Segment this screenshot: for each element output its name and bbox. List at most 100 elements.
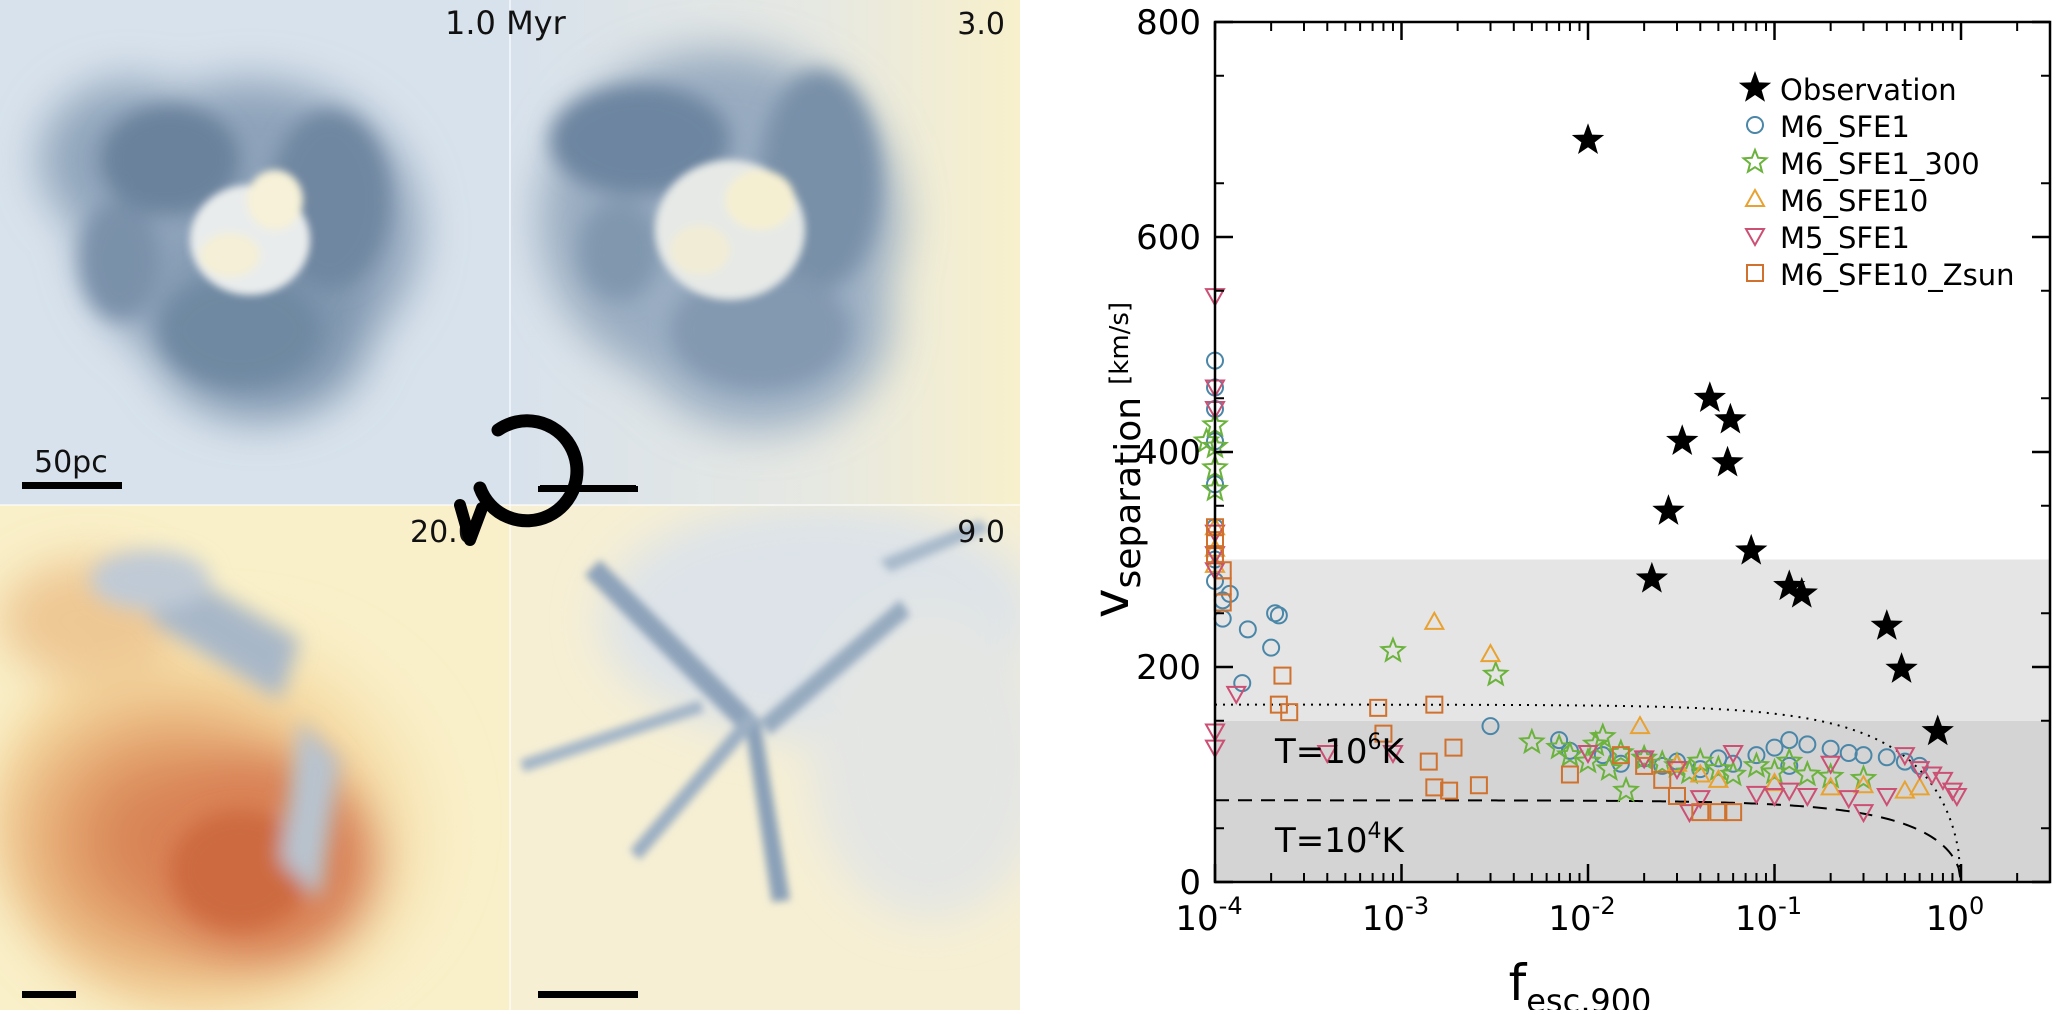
point-m5-sfe1-19 (1778, 782, 1800, 802)
snapshot-3myr (510, 0, 1020, 505)
shaded-band-1 (1215, 559, 2050, 721)
point-m6-sfe1-17 (1550, 731, 1569, 750)
point-m5-sfe1-17 (1745, 785, 1768, 805)
legend-label-observation: Observation (1780, 73, 1957, 107)
point-m6-sfe10-13 (1908, 776, 1931, 796)
time-label-9myr: 9.0 (957, 515, 1005, 550)
point-m5-sfe1-14 (1678, 804, 1701, 824)
point-m6-sfe1-11 (1238, 620, 1257, 639)
point-m6-sfe10-zsun-23 (1724, 803, 1743, 822)
point-observation-10 (1870, 609, 1903, 640)
point-m5-sfe1-15 (1689, 790, 1712, 810)
point-m6-sfe1-13 (1269, 606, 1288, 625)
simulation-snapshots: 1.0 Myr 3.0 20.0 9.0 50pc (0, 0, 1020, 1010)
point-m6-sfe1-300-17 (1648, 749, 1677, 776)
point-m6-sfe1-300-5 (1378, 636, 1407, 663)
axis-ticks: 0 200 400 600 800 10-4 10-3 10-2 10-1 100 (1136, 3, 2051, 939)
point-m5-sfe1-22 (1838, 790, 1860, 810)
point-m6-sfe10-8 (1707, 768, 1730, 788)
legend-marker-observation (1738, 71, 1772, 102)
point-m5-sfe1-21 (1819, 755, 1842, 775)
point-m6-sfe1-300-15 (1612, 775, 1641, 803)
point-m6-sfe10-zsun-21 (1691, 803, 1710, 822)
data-points (1192, 123, 1968, 824)
legend-marker-m5-sfe1 (1744, 228, 1766, 248)
point-m6-sfe1-30 (1798, 735, 1817, 754)
point-m6-sfe1-14 (1262, 638, 1281, 657)
point-m6-sfe10-11 (1852, 774, 1875, 794)
time-label-1myr: 1.0 Myr (445, 4, 567, 42)
point-m6-sfe10-zsun-16 (1469, 776, 1488, 795)
point-m6-sfe1-300-25 (1793, 759, 1822, 787)
snapshot-9myr (510, 505, 1020, 1010)
point-m6-sfe1-33 (1854, 746, 1873, 765)
curve-label-dashed: T=104K (1274, 819, 1406, 861)
point-m5-sfe1-25 (1894, 747, 1916, 767)
axis-labels: fesc,900 vseparation[km/s] (1082, 302, 1652, 1014)
point-m6-sfe10-zsun-12 (1419, 752, 1438, 771)
point-m6-sfe1-28 (1765, 738, 1784, 757)
point-m6-sfe1-300-9 (1555, 740, 1584, 768)
point-observation-4 (1711, 445, 1744, 477)
point-observation-3 (1666, 424, 1699, 455)
point-m6-sfe10-zsun-9 (1369, 698, 1388, 717)
point-m6-sfe10-4 (1479, 643, 1502, 663)
point-m5-sfe1-30 (1946, 788, 1968, 808)
point-m5-sfe1-13 (1666, 761, 1688, 781)
point-m6-sfe10-zsun-22 (1709, 803, 1728, 822)
curve-labels: T=106K T=104K (1274, 730, 1406, 861)
point-m6-sfe1-300-16 (1630, 743, 1659, 771)
point-m6-sfe10-5 (1629, 715, 1651, 735)
x-axis-label: fesc,900 (1509, 954, 1652, 1010)
point-observation-1 (1693, 381, 1726, 412)
legend-marker-m6-sfe10 (1744, 187, 1766, 207)
simulation-panels: 1.0 Myr 3.0 20.0 9.0 50pc (0, 0, 1020, 1010)
legend: ObservationM6_SFE1M6_SFE1_300M6_SFE10M5_… (1738, 71, 2015, 292)
point-m6-sfe1-34 (1877, 748, 1896, 767)
snapshot-1myr (0, 0, 510, 505)
point-m5-sfe1-20 (1796, 788, 1819, 808)
y-tick-label-1: 200 (1136, 648, 1201, 688)
x-tick-label-0: 10-4 (1175, 892, 1242, 939)
legend-label-m5-sfe1: M5_SFE1 (1780, 221, 1910, 255)
point-m5-sfe1-16 (1722, 745, 1744, 765)
y-tick-label-3: 600 (1136, 218, 1201, 258)
y-tick-label-4: 800 (1136, 3, 1201, 43)
point-m6-sfe1-300-21 (1704, 754, 1733, 782)
point-m6-sfe10-zsun-11 (1425, 695, 1444, 714)
point-m6-sfe10-10 (1819, 776, 1842, 796)
point-m6-sfe10-zsun-19 (1653, 770, 1672, 789)
point-m5-sfe1-11 (1577, 745, 1599, 765)
y-tick-label-2: 400 (1136, 433, 1201, 473)
point-m5-sfe1-29 (1941, 782, 1964, 802)
point-m6-sfe1-27 (1747, 746, 1766, 765)
point-m5-sfe1-23 (1852, 804, 1875, 824)
point-m6-sfe10-7 (1689, 763, 1712, 783)
legend-label-m6-sfe1-300: M6_SFE1_300 (1780, 147, 1980, 181)
point-m6-sfe1-26 (1724, 754, 1743, 773)
point-observation-0 (1571, 123, 1605, 154)
point-m6-sfe10-zsun-15 (1440, 781, 1459, 800)
point-observation-5 (1652, 494, 1685, 525)
point-m5-sfe1-27 (1921, 766, 1943, 786)
point-m6-sfe10-zsun-14 (1425, 778, 1444, 797)
point-m6-sfe10-zsun-18 (1635, 756, 1654, 775)
legend-label-m6-sfe10-zsun: M6_SFE10_Zsun (1780, 258, 2015, 292)
point-m6-sfe1-300-26 (1816, 761, 1845, 789)
point-m6-sfe1-300-6 (1481, 659, 1510, 687)
point-m6-sfe10-9 (1763, 772, 1786, 792)
snapshot-20myr (0, 505, 510, 1010)
legend-marker-m6-sfe10-zsun (1746, 264, 1764, 282)
point-m5-sfe1-9 (1316, 745, 1338, 765)
dashed-curve (1215, 799, 1963, 883)
point-m6-sfe1-300-27 (1849, 764, 1878, 791)
legend-marker-m6-sfe1-300 (1740, 147, 1770, 174)
point-observation-6 (1735, 533, 1768, 565)
point-m6-sfe1-300-28 (1775, 746, 1804, 774)
point-m6-sfe1-300-10 (1573, 746, 1603, 774)
curve-label-dotted: T=106K (1274, 730, 1406, 772)
point-m6-sfe1-300-22 (1719, 759, 1748, 787)
point-m6-sfe10-zsun-10 (1374, 724, 1393, 743)
point-m5-sfe1-10 (1382, 745, 1404, 765)
